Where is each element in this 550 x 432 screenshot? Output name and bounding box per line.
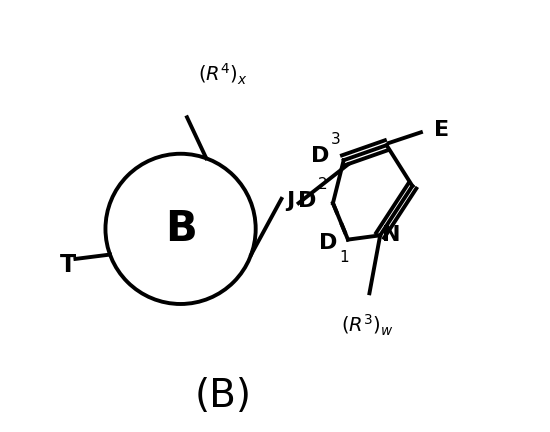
Text: J: J [286,191,294,211]
Text: (B): (B) [195,377,252,415]
Text: D: D [311,146,329,166]
Text: N: N [382,226,400,245]
Text: 1: 1 [339,250,349,265]
Text: E: E [434,120,449,140]
Text: 3: 3 [331,132,341,147]
Text: D: D [298,191,316,211]
Text: B: B [164,208,196,250]
Text: D: D [319,233,337,253]
Text: T: T [60,253,76,277]
Text: $(R^4)_x$: $(R^4)_x$ [198,62,248,87]
Text: $(R^3)_w$: $(R^3)_w$ [341,313,394,338]
Text: 2: 2 [318,177,328,192]
